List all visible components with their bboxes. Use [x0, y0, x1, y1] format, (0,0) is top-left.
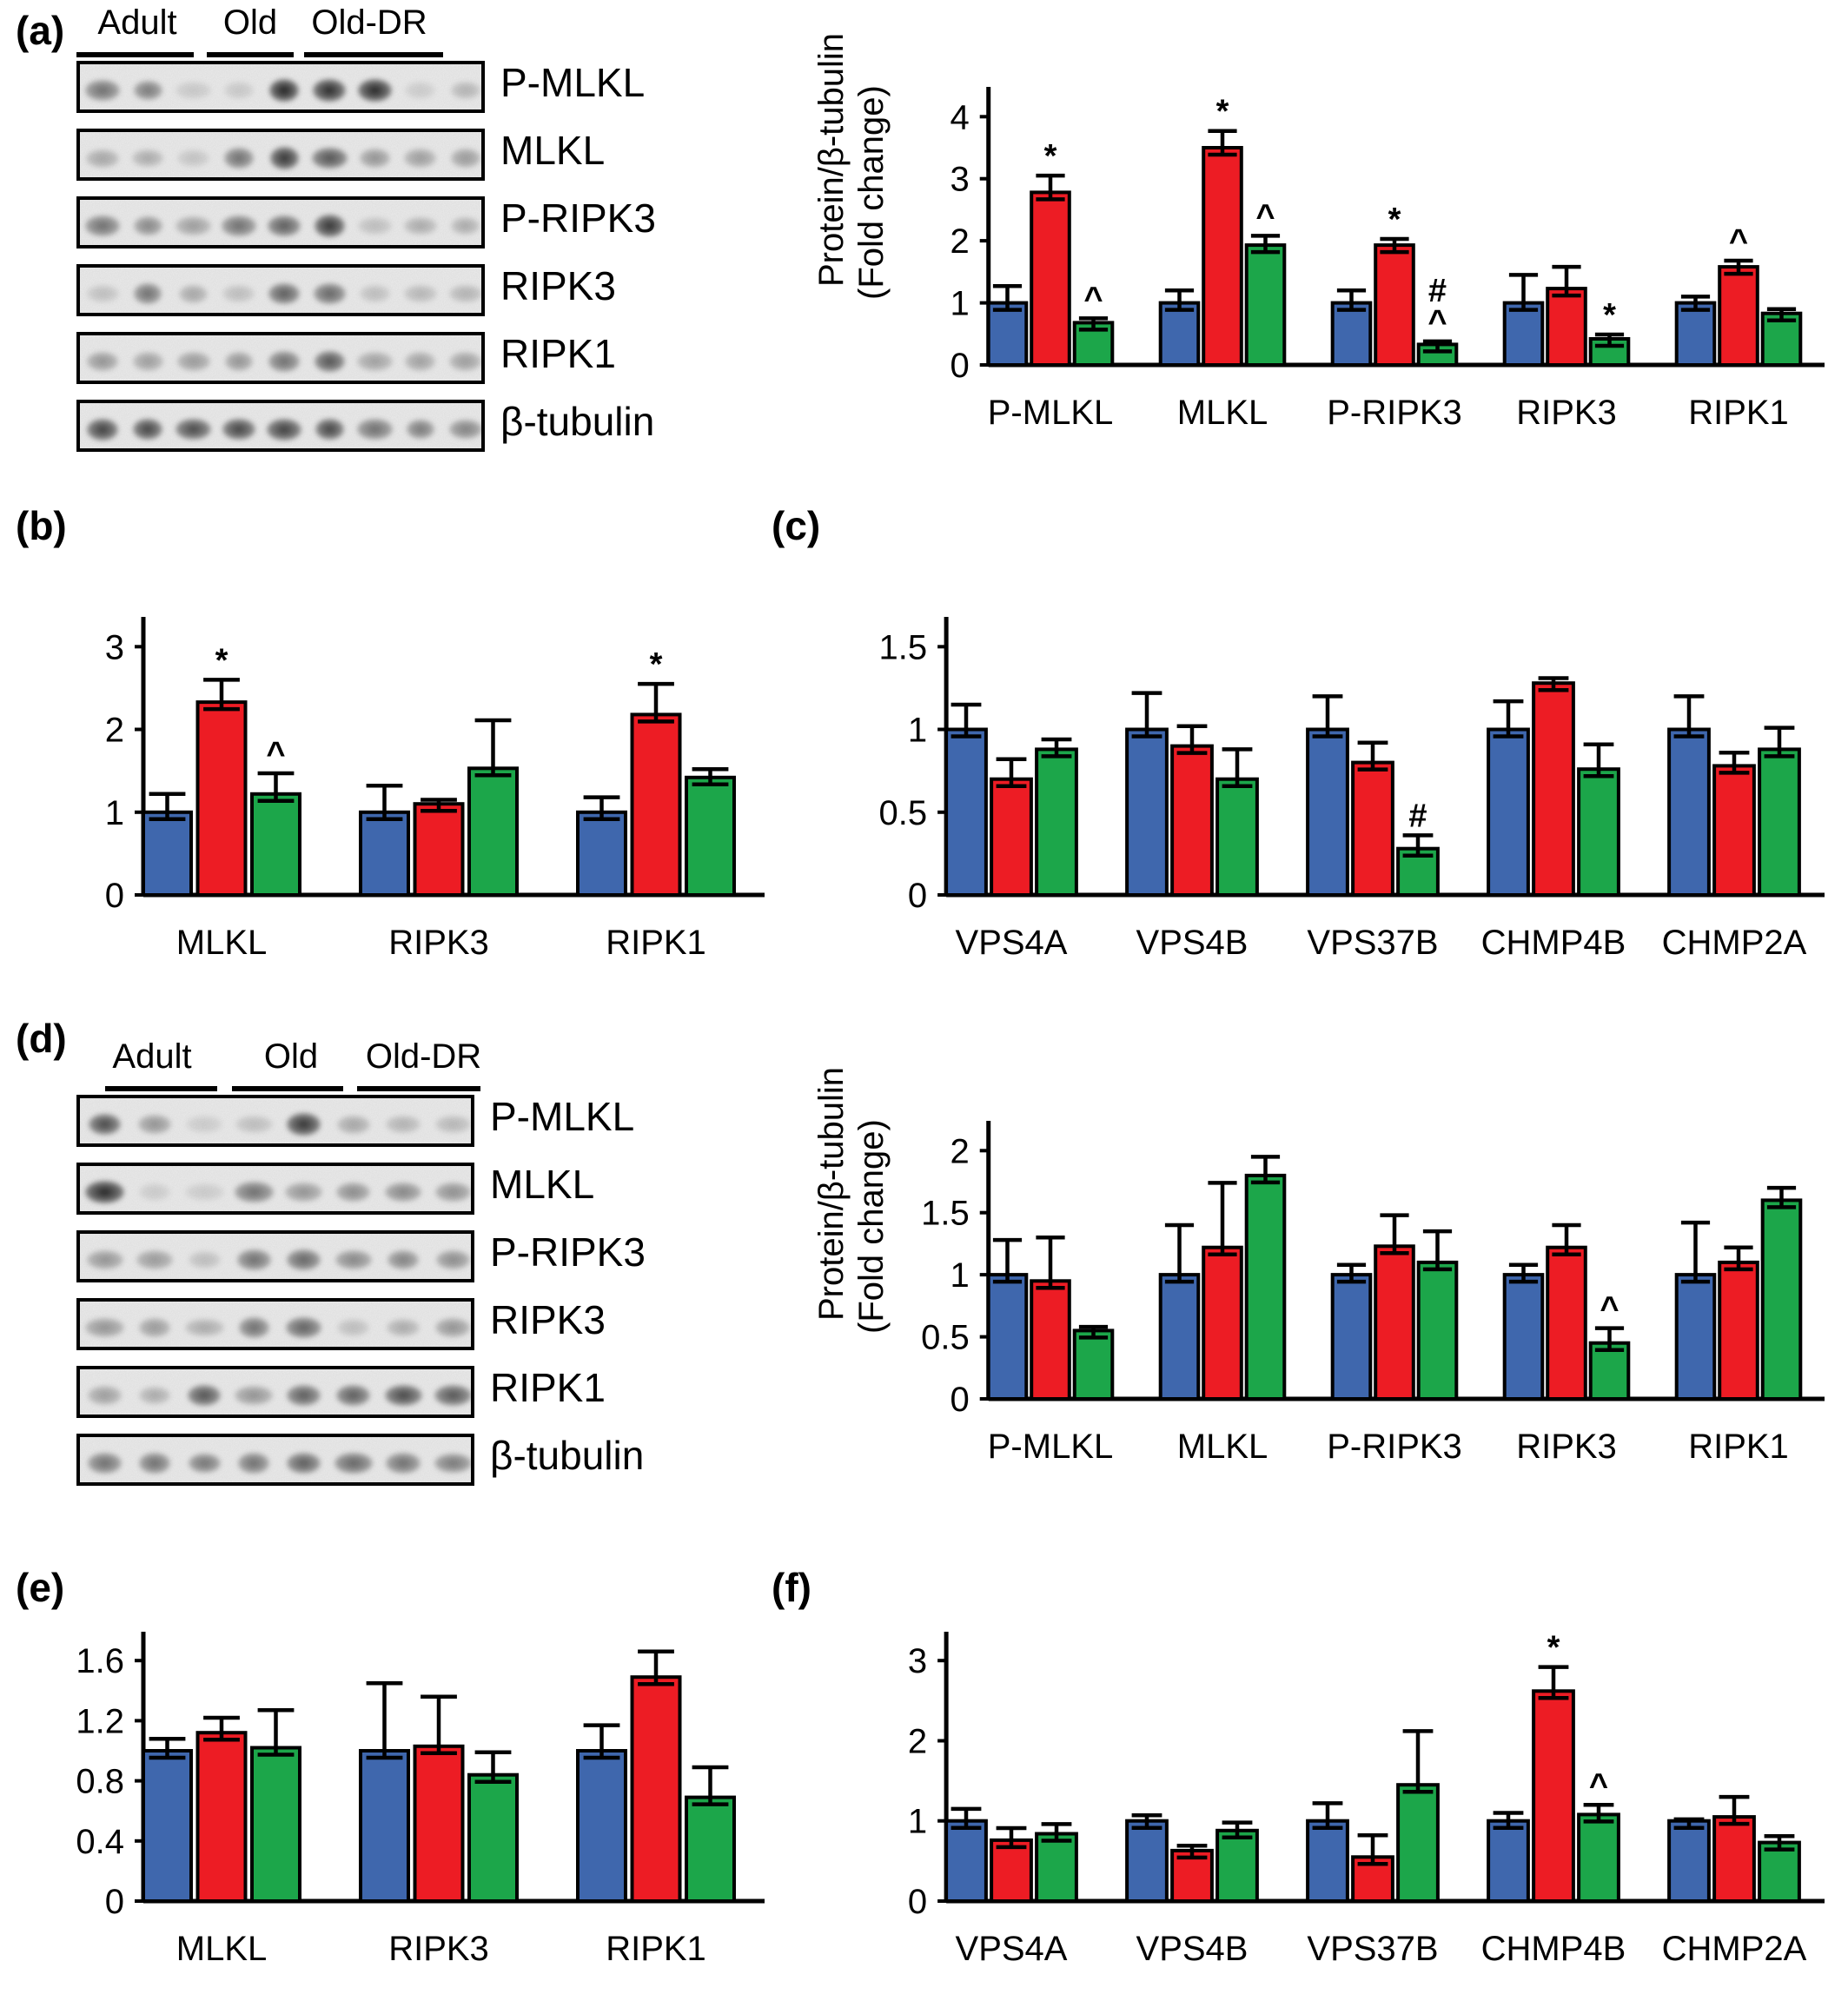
svg-text:*: * — [1044, 138, 1057, 175]
svg-text:CHMP2A: CHMP2A — [1662, 1930, 1807, 1968]
svg-text:*: * — [1547, 1630, 1560, 1666]
svg-text:1.2: 1.2 — [76, 1702, 124, 1740]
svg-text:VPS4A: VPS4A — [956, 924, 1068, 962]
svg-text:^: ^ — [1729, 223, 1748, 260]
svg-text:1.5: 1.5 — [879, 628, 928, 666]
svg-text:VPS37B: VPS37B — [1307, 924, 1438, 962]
svg-text:^: ^ — [1589, 1767, 1608, 1804]
svg-text:3: 3 — [950, 161, 969, 199]
svg-text:0.4: 0.4 — [76, 1823, 124, 1861]
svg-text:#: # — [1428, 273, 1447, 309]
svg-text:RIPK1: RIPK1 — [606, 924, 706, 962]
svg-text:1: 1 — [908, 712, 927, 750]
svg-text:0.5: 0.5 — [921, 1319, 970, 1357]
svg-text:VPS4B: VPS4B — [1136, 1930, 1249, 1968]
svg-text:*: * — [1216, 94, 1229, 130]
svg-text:RIPK3: RIPK3 — [1516, 1428, 1617, 1466]
svg-text:P-MLKL: P-MLKL — [988, 1428, 1114, 1466]
svg-text:^: ^ — [1427, 304, 1447, 341]
svg-text:1: 1 — [950, 285, 969, 323]
svg-text:RIPK3: RIPK3 — [388, 924, 489, 962]
svg-text:0.8: 0.8 — [76, 1763, 124, 1801]
svg-text:^: ^ — [1255, 198, 1275, 235]
svg-text:MLKL: MLKL — [1177, 1428, 1268, 1466]
svg-text:1: 1 — [908, 1803, 927, 1841]
svg-text:^: ^ — [266, 736, 285, 772]
svg-text:MLKL: MLKL — [1177, 394, 1268, 432]
svg-text:*: * — [1388, 202, 1401, 238]
svg-text:^: ^ — [1600, 1291, 1619, 1328]
svg-text:1: 1 — [950, 1256, 969, 1295]
svg-text:CHMP4B: CHMP4B — [1481, 924, 1626, 962]
svg-text:*: * — [215, 642, 229, 679]
svg-text:3: 3 — [908, 1642, 927, 1680]
svg-text:2: 2 — [908, 1723, 927, 1761]
svg-text:P-RIPK3: P-RIPK3 — [1327, 394, 1462, 432]
svg-text:VPS4A: VPS4A — [956, 1930, 1068, 1968]
svg-text:2: 2 — [950, 1132, 969, 1170]
svg-text:P-RIPK3: P-RIPK3 — [1327, 1428, 1462, 1466]
svg-text:0: 0 — [908, 877, 927, 915]
svg-text:MLKL: MLKL — [176, 1930, 268, 1968]
svg-text:0: 0 — [950, 347, 969, 385]
svg-text:RIPK3: RIPK3 — [1516, 394, 1617, 432]
svg-text:1.5: 1.5 — [921, 1195, 970, 1233]
svg-text:#: # — [1408, 798, 1427, 834]
svg-text:0: 0 — [950, 1381, 969, 1419]
svg-text:CHMP2A: CHMP2A — [1662, 924, 1807, 962]
svg-text:0: 0 — [105, 1883, 124, 1921]
svg-text:2: 2 — [105, 712, 124, 750]
svg-text:RIPK3: RIPK3 — [388, 1930, 489, 1968]
svg-text:RIPK1: RIPK1 — [1688, 394, 1789, 432]
svg-text:1.6: 1.6 — [76, 1642, 124, 1680]
svg-text:VPS37B: VPS37B — [1307, 1930, 1438, 1968]
svg-text:2: 2 — [950, 222, 969, 261]
svg-text:^: ^ — [1083, 281, 1103, 317]
svg-text:*: * — [1603, 297, 1616, 334]
svg-text:CHMP4B: CHMP4B — [1481, 1930, 1626, 1968]
svg-text:1: 1 — [105, 794, 124, 832]
svg-text:0.5: 0.5 — [879, 794, 928, 832]
svg-text:4: 4 — [950, 98, 969, 136]
svg-text:RIPK1: RIPK1 — [1688, 1428, 1789, 1466]
svg-text:3: 3 — [105, 628, 124, 666]
svg-text:0: 0 — [908, 1883, 927, 1921]
svg-text:RIPK1: RIPK1 — [606, 1930, 706, 1968]
svg-text:P-MLKL: P-MLKL — [988, 394, 1114, 432]
svg-text:0: 0 — [105, 877, 124, 915]
svg-text:*: * — [650, 646, 663, 683]
svg-text:MLKL: MLKL — [176, 924, 268, 962]
svg-text:VPS4B: VPS4B — [1136, 924, 1249, 962]
